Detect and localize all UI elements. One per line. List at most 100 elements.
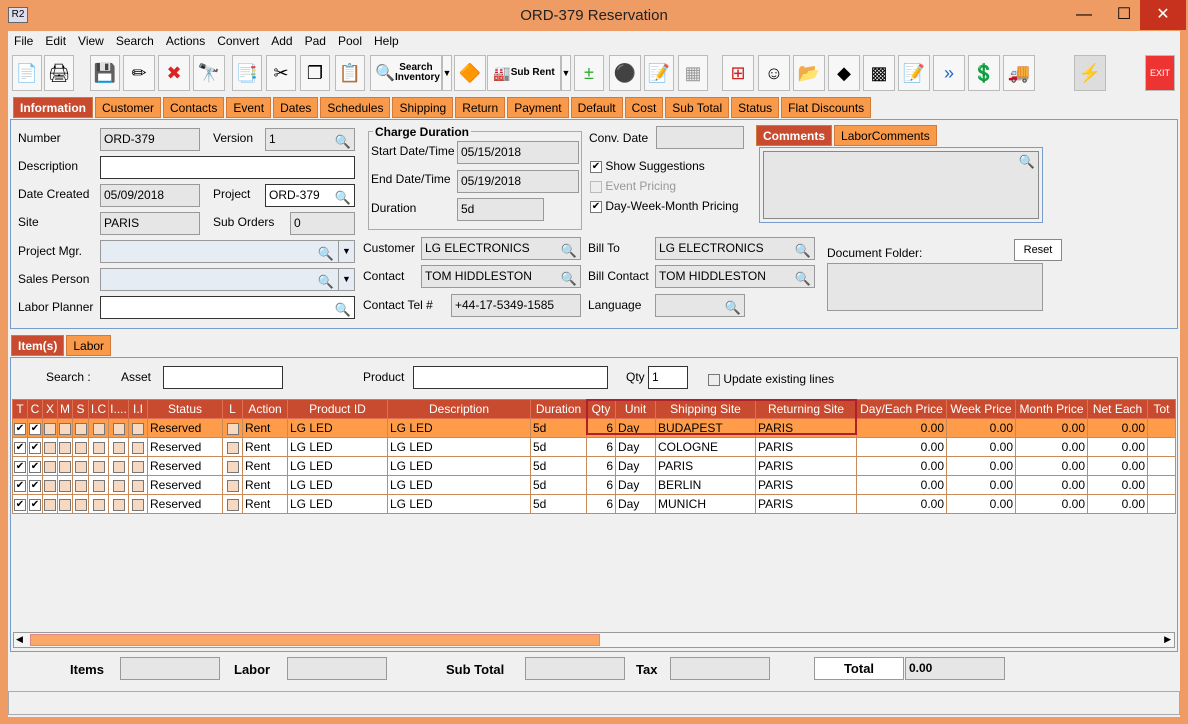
bill-to-field[interactable]: LG ELECTRONICS 🔍 xyxy=(655,237,815,260)
row-checkbox-cell[interactable] xyxy=(57,418,73,438)
start-date-field[interactable]: 05/15/2018 xyxy=(457,141,579,164)
version-field[interactable]: 1 🔍 xyxy=(265,128,355,151)
column-header[interactable]: I.I xyxy=(128,399,148,419)
exit-button[interactable]: EXIT xyxy=(1145,55,1175,91)
search-icon[interactable]: 🔍 xyxy=(724,300,741,315)
checkbox[interactable] xyxy=(92,460,105,473)
row-checkbox-cell[interactable] xyxy=(88,475,109,495)
row-checkbox-cell[interactable] xyxy=(42,418,58,438)
row-checkbox-cell[interactable] xyxy=(128,475,148,495)
sub-rent-button[interactable]: 🏭 Sub Rent xyxy=(487,55,561,91)
checkbox[interactable] xyxy=(44,441,56,454)
add-remove-icon[interactable]: ± xyxy=(574,55,604,91)
column-header[interactable]: Product ID xyxy=(287,399,388,419)
menu-file[interactable]: File xyxy=(14,34,34,48)
checkbox[interactable] xyxy=(226,460,239,473)
column-header[interactable]: I.C xyxy=(88,399,109,419)
checklist-icon[interactable]: 📝 xyxy=(644,55,674,91)
column-header[interactable]: Shipping Site xyxy=(655,399,756,419)
row-checkbox-cell[interactable] xyxy=(88,456,109,476)
comments-textarea[interactable]: 🔍 xyxy=(763,151,1039,219)
checkbox[interactable] xyxy=(226,422,239,435)
search-icon[interactable]: 🔍 xyxy=(317,246,334,261)
row-checkbox-cell[interactable] xyxy=(108,456,129,476)
tab-event[interactable]: Event xyxy=(226,97,272,118)
checkbox[interactable]: ✔ xyxy=(29,460,41,473)
checkbox[interactable] xyxy=(92,441,105,454)
row-checkbox-cell[interactable]: ✔ xyxy=(27,437,43,457)
checkbox[interactable] xyxy=(92,479,105,492)
checkbox[interactable] xyxy=(112,460,125,473)
checkbox[interactable] xyxy=(92,422,105,435)
column-header[interactable]: Month Price xyxy=(1015,399,1088,419)
row-checkbox-cell[interactable] xyxy=(108,437,129,457)
labor-planner-field[interactable]: 🔍 xyxy=(100,296,355,319)
column-header[interactable]: Qty xyxy=(586,399,616,419)
menu-help[interactable]: Help xyxy=(374,34,399,48)
column-header[interactable]: I.... xyxy=(108,399,129,419)
checkbox[interactable] xyxy=(112,479,125,492)
column-header[interactable]: X xyxy=(42,399,58,419)
column-header[interactable]: C xyxy=(27,399,43,419)
menu-convert[interactable]: Convert xyxy=(217,34,260,48)
truck-icon[interactable]: 🚚 xyxy=(1003,55,1035,91)
smiley-icon[interactable]: ☺ xyxy=(758,55,790,91)
row-checkbox-cell[interactable]: ✔ xyxy=(27,456,43,476)
column-header[interactable]: Action xyxy=(242,399,288,419)
end-date-field[interactable]: 05/19/2018 xyxy=(457,170,579,193)
row-checkbox-cell[interactable] xyxy=(128,494,148,514)
tab-schedules[interactable]: Schedules xyxy=(320,97,391,118)
edit-icon[interactable]: ✏ xyxy=(123,55,155,91)
row-checkbox-cell[interactable]: ✔ xyxy=(12,494,28,514)
search-inventory-dropdown[interactable]: ▼ xyxy=(442,55,452,91)
tab-sub-total[interactable]: Sub Total xyxy=(665,97,730,118)
checkbox[interactable]: ✔ xyxy=(29,498,41,511)
tab-status[interactable]: Status xyxy=(731,97,780,118)
forward-icon[interactable]: » xyxy=(933,55,965,91)
schedule-icon[interactable]: 📂 xyxy=(793,55,825,91)
eraser-icon[interactable]: ◆ xyxy=(828,55,860,91)
search-icon[interactable]: 🔍 xyxy=(794,271,811,286)
column-header[interactable]: Tot xyxy=(1147,399,1176,419)
tab-default[interactable]: Default xyxy=(570,97,623,118)
checkbox[interactable] xyxy=(74,498,87,511)
chevron-down-icon[interactable]: ▼ xyxy=(338,269,354,290)
search-icon[interactable]: 🔍 xyxy=(560,243,577,258)
lock-checkbox-cell[interactable] xyxy=(222,437,243,457)
save-icon[interactable]: 💾 xyxy=(90,55,120,91)
checkbox[interactable] xyxy=(132,422,144,435)
copy-icon[interactable]: ❐ xyxy=(300,55,330,91)
product-input[interactable] xyxy=(413,366,608,389)
search-inventory-button[interactable]: 🔍 Search Inventory xyxy=(370,55,442,91)
tab-items[interactable]: Item(s) xyxy=(11,335,65,356)
row-checkbox-cell[interactable]: ✔ xyxy=(27,418,43,438)
column-header[interactable]: M xyxy=(57,399,73,419)
contact-tel-field[interactable]: +44-17-5349-1585 xyxy=(451,294,581,317)
shapes-icon[interactable]: 🔶 xyxy=(454,55,486,91)
search-icon[interactable]: 🔍 xyxy=(334,302,351,317)
row-checkbox-cell[interactable] xyxy=(128,456,148,476)
horizontal-scrollbar[interactable]: ◀ ▶ xyxy=(13,632,1175,648)
checkbox[interactable]: ✔ xyxy=(14,479,26,492)
column-header[interactable]: S xyxy=(72,399,89,419)
conv-date-field[interactable] xyxy=(656,126,744,149)
checkbox[interactable] xyxy=(44,479,56,492)
row-checkbox-cell[interactable] xyxy=(128,437,148,457)
row-checkbox-cell[interactable] xyxy=(57,437,73,457)
row-checkbox-cell[interactable]: ✔ xyxy=(12,437,28,457)
project-field[interactable]: ORD-379 🔍 xyxy=(265,184,355,207)
paste-icon[interactable]: 📋 xyxy=(335,55,365,91)
sales-person-select[interactable]: 🔍 ▼ xyxy=(100,268,355,291)
table-row[interactable]: ✔ ✔ Reserved Rent LG LED LG LED 5d 6 Day PARIS PAR… xyxy=(12,456,1176,476)
scrollbar-thumb[interactable] xyxy=(30,634,600,646)
description-input[interactable] xyxy=(100,156,355,179)
checkbox[interactable]: ✔ xyxy=(29,422,41,435)
row-checkbox-cell[interactable]: ✔ xyxy=(12,456,28,476)
row-checkbox-cell[interactable] xyxy=(88,437,109,457)
checkbox[interactable] xyxy=(226,498,239,511)
dwm-pricing-checkbox[interactable]: ✔ Day-Week-Month Pricing xyxy=(590,199,739,213)
checkbox[interactable] xyxy=(226,479,239,492)
menu-pool[interactable]: Pool xyxy=(337,34,362,48)
search-icon[interactable]: 🔍 xyxy=(1018,154,1035,169)
asset-input[interactable] xyxy=(163,366,283,389)
